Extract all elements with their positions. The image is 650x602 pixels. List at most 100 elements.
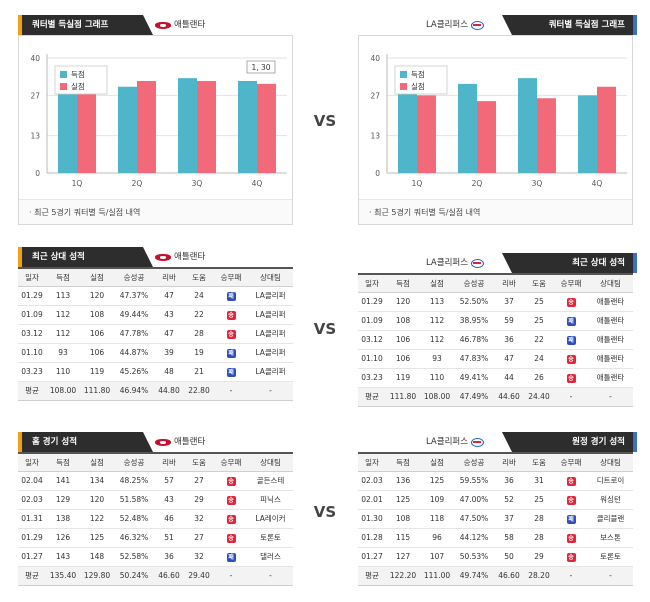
bar-score	[398, 92, 417, 173]
away-team-label: LA클리퍼스	[426, 253, 485, 273]
bar-score	[58, 92, 77, 173]
result-cell: 패	[214, 343, 248, 363]
table-cell: 46	[154, 509, 184, 529]
column-header: 득점	[386, 274, 420, 293]
table-cell: 49.44%	[114, 305, 154, 325]
column-header: 일자	[18, 268, 46, 287]
table-cell: 44.87%	[114, 343, 154, 363]
average-cell: 22.80	[184, 381, 214, 401]
table-cell: 01.09	[18, 305, 46, 325]
table-cell: 112	[46, 324, 80, 344]
column-header: 일자	[18, 453, 46, 472]
x-tick-label: 1Q	[72, 179, 83, 188]
table-cell: 26	[524, 368, 554, 388]
table-cell: 36	[494, 330, 524, 350]
table-cell: 47	[494, 349, 524, 369]
recent-title-away: 최근 상대 성적	[572, 258, 625, 268]
table-cell: 51	[154, 528, 184, 548]
table-cell: 44.12%	[454, 528, 494, 548]
tab-accent	[18, 432, 22, 452]
average-cell: 46.60	[494, 566, 524, 586]
table-cell: 108	[80, 305, 114, 325]
table-cell: 28	[524, 528, 554, 548]
table-cell: 52.58%	[114, 547, 154, 567]
average-cell: 46.94%	[114, 381, 154, 401]
table-cell: 38.95%	[454, 311, 494, 331]
bar-score	[118, 86, 137, 173]
x-tick-label: 4Q	[592, 179, 603, 188]
column-header: 리바	[494, 453, 524, 472]
home-team-label: 애틀랜타	[155, 432, 205, 452]
table-cell: 107	[420, 547, 454, 567]
column-header: 득점	[386, 453, 420, 472]
table-cell: LA클리퍼	[248, 286, 293, 306]
tab-accent	[18, 15, 22, 35]
result-cell: 승	[214, 490, 248, 510]
x-tick-label: 4Q	[252, 179, 263, 188]
table-cell: LA클리퍼	[248, 324, 293, 344]
table-row: 01.31 138 122 52.48% 46 32 승 LA레이커	[18, 509, 293, 529]
result-cell: 패	[554, 311, 588, 331]
average-cell: -	[588, 566, 633, 586]
average-cell: 111.80	[80, 381, 114, 401]
table-cell: 96	[420, 528, 454, 548]
table-cell: LA클리퍼	[248, 362, 293, 382]
bar-score	[458, 83, 477, 173]
table-cell: 37	[494, 509, 524, 529]
win-badge: 승	[566, 533, 576, 543]
column-header: 실점	[80, 453, 114, 472]
table-cell: 109	[420, 490, 454, 510]
x-tick-label: 3Q	[532, 179, 543, 188]
column-header: 승성공	[454, 453, 494, 472]
x-tick-label: 3Q	[192, 179, 203, 188]
win-badge: 승	[566, 495, 576, 505]
legend-label: 실점	[71, 81, 85, 91]
table-cell: 93	[420, 349, 454, 369]
table-cell: 43	[154, 490, 184, 510]
bar-score	[238, 81, 257, 173]
bar-conceded	[137, 81, 156, 173]
bar-conceded	[257, 83, 276, 173]
table-header-row: 일자 득점 실점 승성공 리바 도움 승무패 상대팀	[358, 453, 633, 472]
average-cell: 135.40	[46, 566, 80, 586]
column-header: 승성공	[114, 268, 154, 287]
table-cell: 24	[524, 349, 554, 369]
quarter-chart-tab-home: 쿼터별 득실점 그래프	[18, 15, 153, 35]
result-cell: 승	[554, 368, 588, 388]
result-cell: 승	[214, 324, 248, 344]
table-average-row: 평균 122.20 111.00 49.74% 46.60 28.20- -	[358, 566, 633, 586]
table-cell: 127	[386, 547, 420, 567]
table-row: 02.03 129 120 51.58% 43 29 승 피닉스	[18, 490, 293, 510]
average-cell: -	[554, 566, 588, 586]
clippers-logo-icon	[471, 437, 485, 447]
result-cell: 승	[554, 490, 588, 510]
column-header: 승무패	[214, 268, 248, 287]
average-cell: 평균	[18, 381, 46, 401]
loss-badge: 패	[226, 291, 236, 301]
result-cell: 패	[214, 362, 248, 382]
tab-accent	[633, 15, 637, 35]
table-cell: 112	[420, 330, 454, 350]
table-cell: 52.48%	[114, 509, 154, 529]
win-badge: 승	[226, 329, 236, 339]
table-cell: 보스톤	[588, 528, 633, 548]
table-cell: 02.03	[358, 471, 386, 491]
table-cell: 01.10	[358, 349, 386, 369]
table-row: 01.29 120 113 52.50% 37 25 승 애틀랜타	[358, 292, 633, 312]
legend-swatch	[60, 71, 67, 78]
table-cell: 122	[80, 509, 114, 529]
table-cell: 25	[524, 490, 554, 510]
table-cell: 39	[154, 343, 184, 363]
bar-score	[518, 78, 537, 173]
result-cell: 승	[214, 509, 248, 529]
table-cell: 113	[46, 286, 80, 306]
legend-label: 실점	[411, 81, 425, 91]
tab-accent	[633, 432, 637, 452]
average-cell: -	[248, 381, 293, 401]
table-cell: 48.25%	[114, 471, 154, 491]
column-header: 도움	[524, 274, 554, 293]
bar-conceded	[597, 86, 616, 173]
recent-table-away: 일자 득점 실점 승성공 리바 도움 승무패 상대팀 01.29 120 113 52.50% 37 25…	[358, 273, 633, 407]
